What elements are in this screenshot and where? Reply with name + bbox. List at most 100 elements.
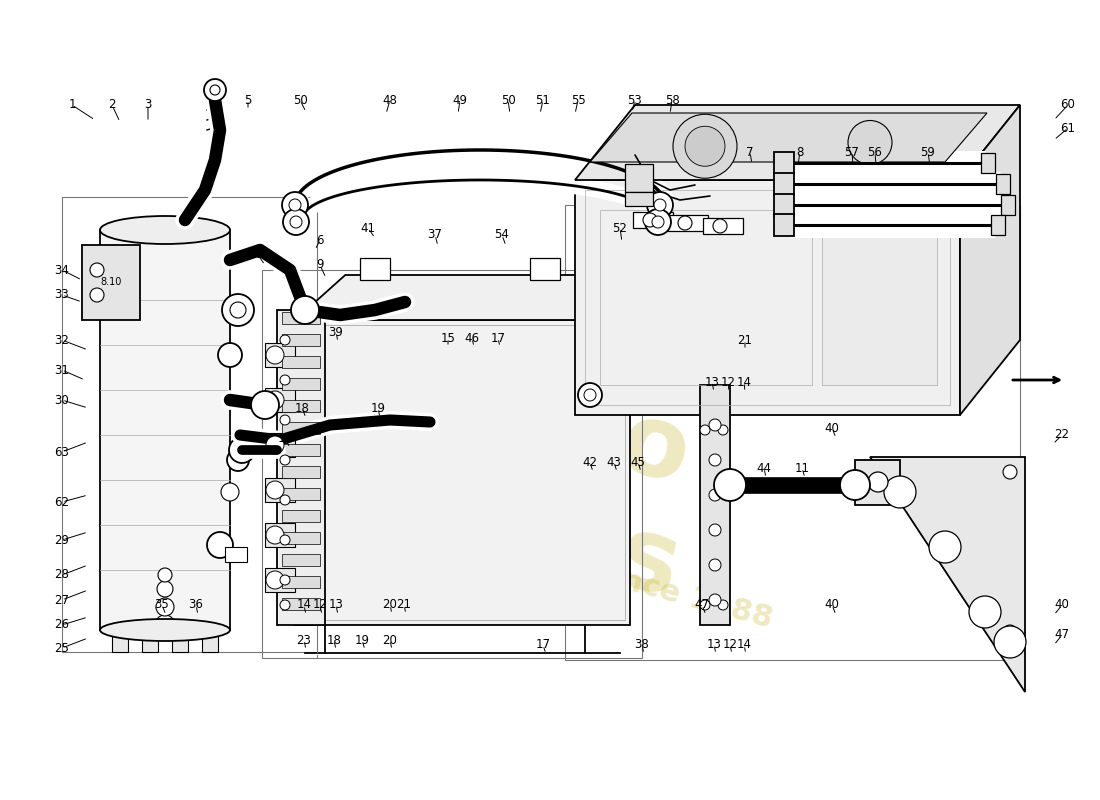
Bar xyxy=(981,153,996,173)
Text: 14: 14 xyxy=(737,375,751,389)
Text: 19: 19 xyxy=(354,634,370,646)
Polygon shape xyxy=(295,275,630,320)
Text: 3: 3 xyxy=(144,98,152,111)
Bar xyxy=(265,343,295,367)
Bar xyxy=(774,214,794,236)
Text: 62: 62 xyxy=(55,495,69,509)
Circle shape xyxy=(584,389,596,401)
Circle shape xyxy=(292,296,319,324)
Text: 5: 5 xyxy=(244,94,252,106)
Text: 44: 44 xyxy=(757,462,771,474)
Text: 57: 57 xyxy=(845,146,859,158)
Circle shape xyxy=(283,209,309,235)
Bar xyxy=(282,312,320,324)
Circle shape xyxy=(392,289,418,315)
Text: 38: 38 xyxy=(635,638,649,651)
Circle shape xyxy=(229,437,255,463)
Circle shape xyxy=(685,126,725,166)
Circle shape xyxy=(90,263,104,277)
Text: 21: 21 xyxy=(396,598,411,611)
Circle shape xyxy=(230,302,246,318)
Text: 48: 48 xyxy=(383,94,397,106)
Bar xyxy=(282,554,320,566)
Circle shape xyxy=(280,375,290,385)
Circle shape xyxy=(710,489,720,501)
Text: 13: 13 xyxy=(706,638,722,651)
Circle shape xyxy=(654,199,666,211)
Bar xyxy=(265,478,295,502)
Text: 19: 19 xyxy=(371,402,385,414)
Circle shape xyxy=(221,483,239,501)
Circle shape xyxy=(158,568,172,582)
Ellipse shape xyxy=(100,216,230,244)
Circle shape xyxy=(280,575,290,585)
Bar xyxy=(265,523,295,547)
Bar xyxy=(668,215,708,231)
Bar xyxy=(265,388,295,412)
Polygon shape xyxy=(575,105,1020,180)
Text: 13: 13 xyxy=(705,375,719,389)
Text: 11: 11 xyxy=(794,462,810,474)
Text: 47: 47 xyxy=(694,598,710,611)
Circle shape xyxy=(644,213,657,227)
Text: 21: 21 xyxy=(737,334,752,346)
Text: 33: 33 xyxy=(55,289,69,302)
Circle shape xyxy=(289,199,301,211)
Text: 32: 32 xyxy=(55,334,69,346)
Polygon shape xyxy=(590,113,987,162)
Circle shape xyxy=(840,470,870,500)
Circle shape xyxy=(280,335,290,345)
Bar xyxy=(774,194,794,216)
Bar xyxy=(100,230,230,630)
Text: 35: 35 xyxy=(155,598,169,611)
Circle shape xyxy=(578,383,602,407)
Bar xyxy=(282,444,320,456)
Circle shape xyxy=(1003,465,1018,479)
Polygon shape xyxy=(960,105,1020,415)
Ellipse shape xyxy=(100,619,230,641)
Text: 40: 40 xyxy=(825,598,839,611)
Text: 29: 29 xyxy=(55,534,69,546)
Circle shape xyxy=(718,425,728,435)
Text: 54: 54 xyxy=(495,229,509,242)
Text: 36: 36 xyxy=(188,598,204,611)
Circle shape xyxy=(155,615,175,635)
Text: 42: 42 xyxy=(583,455,597,469)
Text: 1: 1 xyxy=(68,98,76,111)
Circle shape xyxy=(227,449,249,471)
Text: 2: 2 xyxy=(108,98,115,111)
Circle shape xyxy=(710,559,720,571)
Polygon shape xyxy=(112,630,128,652)
Text: 22: 22 xyxy=(1055,429,1069,442)
Text: 30: 30 xyxy=(55,394,69,406)
Circle shape xyxy=(647,192,673,218)
Polygon shape xyxy=(142,630,158,652)
Bar xyxy=(300,325,625,620)
Text: 56: 56 xyxy=(868,146,882,158)
Circle shape xyxy=(251,391,279,419)
Polygon shape xyxy=(202,630,218,652)
Text: 13: 13 xyxy=(329,598,343,611)
Bar xyxy=(62,197,317,652)
Bar xyxy=(703,218,742,234)
Circle shape xyxy=(280,535,290,545)
Bar xyxy=(585,190,950,405)
Text: 34: 34 xyxy=(55,263,69,277)
Text: a part for parts since 1988: a part for parts since 1988 xyxy=(324,486,776,634)
Circle shape xyxy=(884,476,916,508)
Text: 53: 53 xyxy=(628,94,642,106)
Circle shape xyxy=(210,85,220,95)
Text: 50: 50 xyxy=(500,94,516,106)
Text: 12: 12 xyxy=(723,638,737,651)
Text: 7: 7 xyxy=(746,146,754,158)
Circle shape xyxy=(930,531,961,563)
Circle shape xyxy=(156,598,174,616)
Circle shape xyxy=(280,455,290,465)
Bar xyxy=(774,152,794,174)
Text: 12: 12 xyxy=(312,598,328,611)
Bar xyxy=(700,385,730,625)
Text: 15: 15 xyxy=(441,331,455,345)
Bar xyxy=(991,215,1005,235)
Bar xyxy=(282,334,320,346)
Text: 6: 6 xyxy=(317,234,323,246)
